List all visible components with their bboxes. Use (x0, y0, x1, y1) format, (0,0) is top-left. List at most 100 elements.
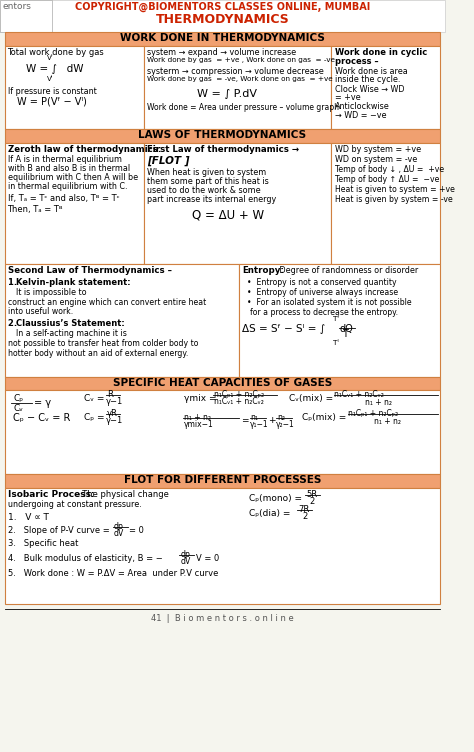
Text: Kelvin-plank statement:: Kelvin-plank statement: (16, 278, 130, 287)
Text: 2: 2 (302, 512, 308, 521)
Text: 2: 2 (310, 497, 315, 506)
FancyBboxPatch shape (5, 264, 239, 377)
Text: 2.   Slope of P-V curve =: 2. Slope of P-V curve = (8, 526, 109, 535)
Text: Degree of randomness or disorder: Degree of randomness or disorder (277, 266, 418, 275)
Text: Clock Wise → WD: Clock Wise → WD (335, 85, 404, 94)
Text: γR: γR (107, 409, 118, 418)
Text: in thermal equilibrium with C.: in thermal equilibrium with C. (8, 182, 127, 191)
Text: COPYRIGHT@BIOMENTORS CLASSES ONLINE, MUMBAI: COPYRIGHT@BIOMENTORS CLASSES ONLINE, MUM… (75, 2, 370, 12)
FancyBboxPatch shape (5, 46, 144, 129)
Text: Zeroth law of thermodynamics:: Zeroth law of thermodynamics: (8, 145, 161, 154)
Text: +: + (268, 416, 276, 425)
FancyBboxPatch shape (5, 143, 144, 264)
Text: [FLOT ]: [FLOT ] (147, 156, 190, 166)
FancyBboxPatch shape (331, 143, 440, 264)
FancyBboxPatch shape (5, 390, 440, 474)
FancyBboxPatch shape (331, 46, 440, 129)
Text: n₁Cₚ₁ + n₂Cₚ₂: n₁Cₚ₁ + n₂Cₚ₂ (348, 409, 398, 418)
Text: Work done is area: Work done is area (335, 67, 408, 76)
Text: dp: dp (180, 550, 190, 559)
Text: =: = (241, 416, 249, 425)
Text: SPECIFIC HEAT CAPACITIES OF GASES: SPECIFIC HEAT CAPACITIES OF GASES (113, 378, 332, 388)
Text: entors: entors (3, 2, 32, 11)
Text: T: T (342, 329, 347, 339)
FancyBboxPatch shape (0, 0, 445, 752)
Text: n₁ + n₂: n₁ + n₂ (184, 413, 211, 422)
Text: Then, Tₐ = Tᴮ: Then, Tₐ = Tᴮ (8, 205, 63, 214)
FancyBboxPatch shape (144, 46, 331, 129)
Text: not possible to transfer heat from colder body to: not possible to transfer heat from colde… (8, 339, 198, 348)
Text: γ₂−1: γ₂−1 (276, 420, 295, 429)
Text: Work done by gas  = +ve , Work done on gas  = -ve: Work done by gas = +ve , Work done on ga… (147, 57, 335, 63)
Text: •  Entropy is not a conserved quantity: • Entropy is not a conserved quantity (247, 278, 396, 287)
Text: 7R: 7R (299, 505, 310, 514)
Text: •  For an isolated system it is not possible: • For an isolated system it is not possi… (247, 298, 411, 307)
Text: Anticlockwise: Anticlockwise (335, 102, 390, 111)
Text: •  Entropy of universe always increase: • Entropy of universe always increase (247, 288, 398, 297)
FancyBboxPatch shape (5, 377, 440, 390)
FancyBboxPatch shape (5, 474, 440, 488)
FancyBboxPatch shape (5, 129, 440, 143)
Text: part increase its internal energy: part increase its internal energy (147, 195, 276, 204)
Text: dp: dp (114, 522, 123, 531)
Text: Total work done by gas: Total work done by gas (8, 48, 104, 57)
Text: Second Law of Thermodynamics –: Second Law of Thermodynamics – (8, 266, 172, 275)
Text: used to do the work & some: used to do the work & some (147, 186, 261, 195)
Text: γ−1: γ−1 (106, 416, 123, 425)
Text: Cᵥ =: Cᵥ = (84, 394, 105, 403)
Text: THERMODYNAMICS: THERMODYNAMICS (155, 13, 289, 26)
Text: Entropy:: Entropy: (242, 266, 284, 275)
Text: n₁Cₚ₁ + n₂Cₚ₂: n₁Cₚ₁ + n₂Cₚ₂ (214, 390, 264, 399)
Text: = +ve: = +ve (335, 93, 361, 102)
Text: 5R: 5R (306, 490, 317, 499)
Text: dV: dV (180, 557, 191, 566)
Text: = 0: = 0 (129, 526, 145, 535)
Text: γmix−1: γmix−1 (184, 420, 214, 429)
Text: dV: dV (114, 529, 124, 538)
Text: First Law of thermodynamics →: First Law of thermodynamics → (147, 145, 300, 154)
Text: Temp of body ↓ , ΔU =  +ve: Temp of body ↓ , ΔU = +ve (335, 165, 444, 174)
Text: 2.: 2. (8, 319, 19, 328)
Text: n₂: n₂ (277, 413, 285, 422)
Text: Vᶠ: Vᶠ (47, 55, 54, 61)
Text: WORK DONE IN THERMODYNAMICS: WORK DONE IN THERMODYNAMICS (120, 33, 325, 43)
Text: WD by system = +ve: WD by system = +ve (335, 145, 421, 154)
Text: Tᴵ: Tᴵ (333, 340, 339, 346)
Text: Cₚ − Cᵥ = R: Cₚ − Cᵥ = R (13, 413, 71, 423)
Text: Tᶠ: Tᶠ (333, 316, 340, 322)
FancyBboxPatch shape (5, 488, 440, 604)
Text: In a self-acting machine it is: In a self-acting machine it is (16, 329, 127, 338)
Text: 1.   V ∝ T: 1. V ∝ T (8, 513, 48, 522)
Text: Cₚ(mono) =: Cₚ(mono) = (249, 494, 301, 503)
Text: 3.   Specific heat: 3. Specific heat (8, 539, 78, 548)
Text: for a process to decrease the entropy.: for a process to decrease the entropy. (250, 308, 398, 317)
Text: Vᴵ: Vᴵ (47, 76, 53, 82)
Text: Cᵥ: Cᵥ (13, 404, 23, 413)
Text: Claussius’s Statement:: Claussius’s Statement: (16, 319, 125, 328)
Text: undergoing at constant pressure.: undergoing at constant pressure. (8, 500, 141, 509)
Text: Cᵥ(mix) =: Cᵥ(mix) = (289, 394, 333, 403)
Text: equilibrium with C then A will be: equilibrium with C then A will be (8, 173, 137, 182)
Text: R: R (107, 390, 113, 399)
Text: γ−1: γ−1 (106, 397, 123, 406)
Text: WD on system = -ve: WD on system = -ve (335, 155, 417, 164)
FancyBboxPatch shape (239, 264, 440, 377)
Text: n₁Cᵥ₁ + n₂Cᵥ₂: n₁Cᵥ₁ + n₂Cᵥ₂ (214, 397, 264, 406)
Text: Work done by gas  = -ve, Work done on gas  = +ve: Work done by gas = -ve, Work done on gas… (147, 76, 333, 82)
Text: into useful work.: into useful work. (8, 307, 73, 316)
Text: 4.   Bulk modulus of elasticity, B = −: 4. Bulk modulus of elasticity, B = − (8, 554, 162, 563)
Text: Work done = Area under pressure – volume graph: Work done = Area under pressure – volume… (147, 103, 339, 112)
Text: n₁ + n₂: n₁ + n₂ (374, 417, 401, 426)
Text: 41  |  B i o m e n t o r s . o n l i n e: 41 | B i o m e n t o r s . o n l i n e (151, 614, 294, 623)
Text: ΔS = Sᶠ − Sᴵ = ∫: ΔS = Sᶠ − Sᴵ = ∫ (242, 324, 325, 334)
Text: systerm → compression → volume decrease: systerm → compression → volume decrease (147, 67, 324, 76)
Text: Cₚ =: Cₚ = (84, 413, 105, 422)
Text: W = ∫   dW: W = ∫ dW (26, 64, 84, 74)
Text: Temp of body ↑ ΔU =  −ve: Temp of body ↑ ΔU = −ve (335, 175, 439, 184)
FancyBboxPatch shape (144, 143, 331, 264)
Text: n₁: n₁ (251, 413, 258, 422)
Text: If, Tₐ = Tᶜ and also, Tᴮ = Tᶜ: If, Tₐ = Tᶜ and also, Tᴮ = Tᶜ (8, 194, 119, 203)
Text: with B and also B is in thermal: with B and also B is in thermal (8, 164, 129, 173)
Text: process –: process – (335, 57, 379, 66)
Text: inside the cycle.: inside the cycle. (335, 75, 401, 84)
